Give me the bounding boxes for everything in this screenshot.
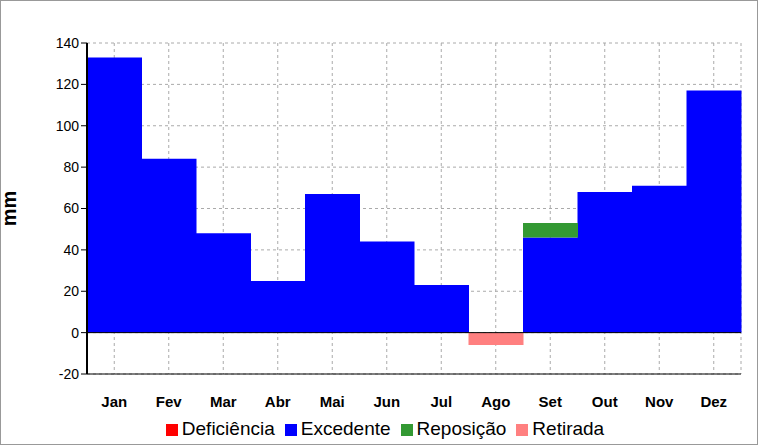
- svg-text:60: 60: [63, 200, 79, 216]
- html-text:Retirada: Retirada: [532, 418, 605, 439]
- html-text:Reposição: Reposição: [416, 418, 507, 439]
- svg-text:100: 100: [56, 118, 80, 134]
- svg-text:80: 80: [63, 159, 79, 175]
- svg-text:Ago: Ago: [481, 393, 510, 410]
- svg-text:0: 0: [71, 325, 79, 341]
- svg-text:mm: mm: [8, 191, 20, 227]
- svg-text:Mar: Mar: [210, 393, 237, 410]
- svg-text:120: 120: [56, 76, 80, 92]
- svg-text:Set: Set: [539, 393, 562, 410]
- html-text:Excedente: Excedente: [300, 418, 391, 439]
- svg-text:140: 140: [56, 35, 80, 51]
- svg-text:Jun: Jun: [373, 393, 400, 410]
- svg-text:Abr: Abr: [265, 393, 291, 410]
- html-text:Deficiência: Deficiência: [181, 418, 275, 439]
- svg-text:Jan: Jan: [101, 393, 127, 410]
- svg-text:Mai: Mai: [320, 393, 345, 410]
- svg-text:Out: Out: [592, 393, 618, 410]
- svg-text:Fev: Fev: [156, 393, 183, 410]
- svg-text:40: 40: [63, 242, 79, 258]
- svg-text:-20: -20: [59, 366, 79, 382]
- svg-text:Dez: Dez: [700, 393, 727, 410]
- svg-text:Jul: Jul: [430, 393, 452, 410]
- svg-text:Nov: Nov: [645, 393, 674, 410]
- svg-text:20: 20: [63, 283, 79, 299]
